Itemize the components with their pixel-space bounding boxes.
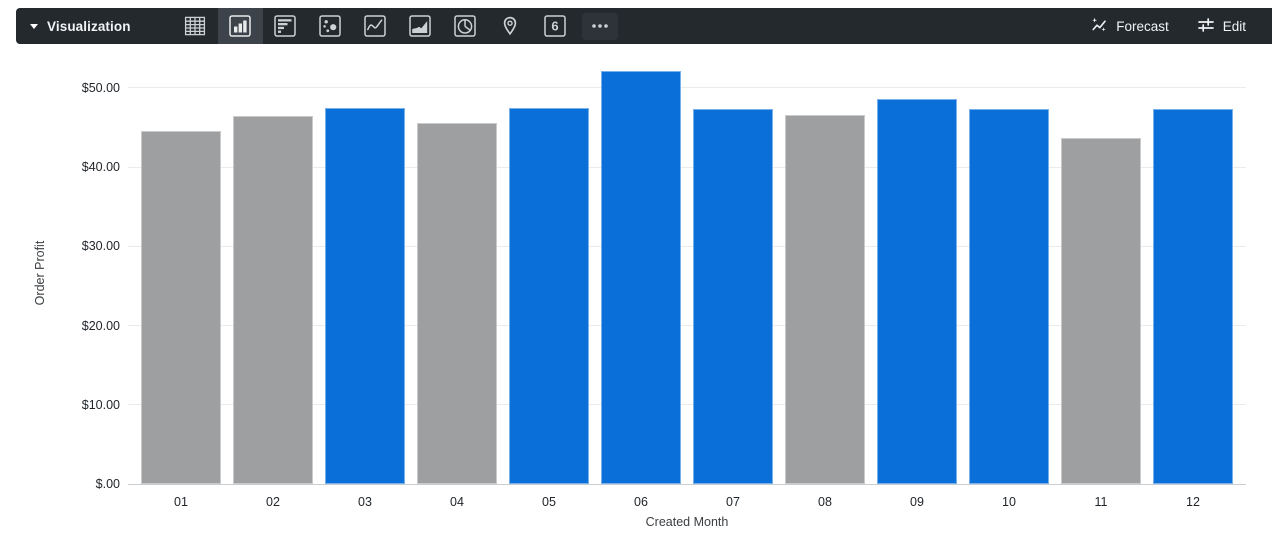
bar-month-07[interactable] — [693, 109, 773, 484]
viz-type-strip: 6 — [173, 8, 623, 44]
pie-icon — [454, 15, 476, 37]
toolbar-actions: Forecast Edit — [1090, 16, 1272, 37]
bar-month-09[interactable] — [877, 98, 957, 484]
bar-month-10[interactable] — [969, 109, 1049, 484]
sliders-icon — [1197, 16, 1215, 37]
edit-label: Edit — [1222, 18, 1246, 34]
x-tick-label: 08 — [818, 495, 832, 509]
x-tick-label: 01 — [174, 495, 188, 509]
forecast-button[interactable]: Forecast — [1090, 16, 1169, 37]
gridline — [128, 87, 1246, 89]
viz-type-column-button[interactable] — [217, 8, 263, 44]
x-tick-label: 12 — [1186, 495, 1200, 509]
viz-type-area-button[interactable] — [398, 8, 443, 44]
viz-type-table-button[interactable] — [173, 8, 218, 44]
y-tick-label: $20.00 — [81, 318, 120, 333]
x-tick-label: 05 — [542, 495, 556, 509]
y-tick-label: $40.00 — [81, 160, 120, 174]
bar-month-01[interactable] — [141, 131, 221, 484]
bar-month-08[interactable] — [785, 114, 865, 484]
y-tick-label: $50.00 — [81, 80, 120, 95]
x-tick-label: 11 — [1094, 495, 1108, 509]
visualization-toolbar: Visualization 6 — [16, 8, 1272, 44]
x-tick-label: 06 — [634, 495, 648, 509]
y-tick-label: $10.00 — [81, 397, 120, 412]
bar-month-05[interactable] — [509, 107, 589, 484]
column-icon — [229, 15, 251, 37]
x-axis-title: Created Month — [645, 515, 729, 529]
x-tick-label: 10 — [1002, 495, 1016, 509]
gridline — [128, 245, 1246, 247]
bar-month-04[interactable] — [417, 123, 497, 484]
bar-month-11[interactable] — [1061, 137, 1141, 484]
table-icon — [185, 16, 206, 36]
y-tick-label: $.00 — [95, 477, 120, 491]
bar-icon — [274, 15, 296, 37]
visualization-title: Visualization — [47, 18, 131, 34]
line-icon — [364, 15, 386, 37]
single-value-icon: 6 — [544, 15, 566, 37]
viz-type-scatter-button[interactable] — [308, 8, 353, 44]
y-axis-title: Order Profit — [33, 240, 47, 306]
chevron-down-icon — [30, 23, 38, 29]
viz-type-map-button[interactable] — [488, 8, 533, 44]
svg-text:6: 6 — [551, 19, 558, 34]
x-tick-label: 03 — [358, 495, 372, 509]
scatter-icon — [319, 15, 341, 37]
more-icon — [592, 24, 608, 28]
x-tick-label: 02 — [266, 495, 280, 509]
y-tick-label: $30.00 — [81, 239, 120, 254]
bar-month-02[interactable] — [233, 116, 313, 484]
gridline — [128, 404, 1246, 406]
area-icon — [409, 15, 431, 37]
x-tick-label: 09 — [910, 495, 924, 509]
x-tick-label: 07 — [726, 495, 740, 509]
x-tick-label: 04 — [450, 495, 464, 509]
viz-type-more-button[interactable] — [578, 8, 623, 44]
map-icon — [503, 16, 517, 36]
more-icon-bg — [582, 12, 619, 40]
bar-month-06[interactable] — [601, 71, 681, 484]
gridline — [128, 483, 1246, 485]
visualization-section-toggle[interactable]: Visualization — [16, 19, 131, 34]
edit-button[interactable]: Edit — [1197, 16, 1246, 37]
gridline — [128, 325, 1246, 326]
viz-type-pie-button[interactable] — [443, 8, 488, 44]
forecast-label: Forecast — [1116, 18, 1169, 34]
viz-type-single-value-button[interactable]: 6 — [533, 8, 578, 44]
viz-type-bar-button[interactable] — [263, 8, 308, 44]
column-chart: Order Profit $50.00 $40.00 $30.00 $20.00 $10… — [0, 44, 1272, 560]
bar-month-12[interactable] — [1153, 109, 1233, 484]
gridline — [128, 166, 1246, 168]
sparkle-trend-icon — [1090, 16, 1108, 37]
bar-month-03[interactable] — [325, 107, 405, 484]
viz-type-line-button[interactable] — [353, 8, 398, 44]
